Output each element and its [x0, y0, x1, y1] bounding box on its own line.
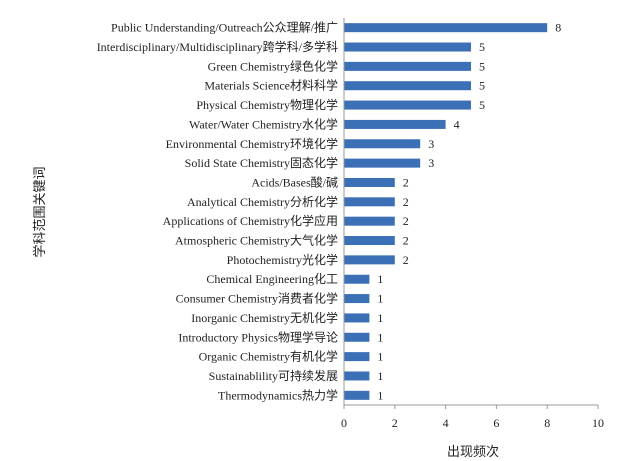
value-label-1: 5	[479, 40, 485, 54]
value-label-17: 1	[377, 350, 383, 364]
category-label-17: Organic Chemistry有机化学	[199, 349, 338, 364]
value-label-11: 2	[403, 234, 409, 248]
category-label-2: Green Chemistry绿色化学	[208, 58, 338, 73]
axes-group	[343, 18, 598, 406]
category-label-16: Introductory Physics物理学导论	[178, 329, 338, 344]
value-label-9: 2	[403, 195, 409, 209]
value-label-4: 5	[479, 98, 485, 112]
category-label-12: Photochemistry光化学	[227, 252, 338, 267]
value-label-3: 5	[479, 79, 485, 93]
bar-16	[344, 332, 370, 342]
x-tick-labels-group: 0 2 4 6 8 10	[341, 405, 604, 430]
category-labels-group: Public Understanding/Outreach公众理解/推广 Inte…	[97, 21, 338, 403]
category-label-3: Materials Science材料科学	[204, 78, 338, 93]
bar-11	[344, 236, 395, 246]
value-labels-group: 8 5 5 5 5 4 3 3 2 2 2 2 2 1 1 1 1 1 1 1	[377, 21, 561, 403]
bars-group	[344, 23, 548, 400]
bar-5	[344, 119, 446, 129]
bar-4	[344, 100, 471, 110]
x-tick-label-0: 0	[341, 416, 347, 430]
value-label-13: 1	[377, 272, 383, 286]
category-label-15: Inorganic Chemistry无机化学	[191, 310, 338, 325]
bar-18	[344, 371, 370, 381]
bar-10	[344, 216, 395, 226]
value-label-5: 4	[454, 117, 460, 131]
value-label-6: 3	[428, 137, 434, 151]
bar-9	[344, 197, 395, 207]
bar-0	[344, 23, 548, 33]
value-label-18: 1	[377, 369, 383, 383]
bar-17	[344, 352, 370, 362]
x-axis-title: 出现频次	[447, 444, 499, 459]
x-tick-label-4: 8	[544, 416, 550, 430]
y-axis-title: 学科范围关键词	[32, 166, 47, 257]
category-label-14: Consumer Chemistry消费者化学	[176, 291, 338, 306]
value-label-12: 2	[403, 253, 409, 267]
value-label-8: 2	[403, 175, 409, 189]
category-label-10: Applications of Chemistry化学应用	[163, 213, 338, 228]
bar-7	[344, 158, 421, 168]
bar-13	[344, 274, 370, 284]
bar-15	[344, 313, 370, 323]
value-label-10: 2	[403, 214, 409, 228]
bar-8	[344, 177, 395, 187]
value-label-19: 1	[377, 388, 383, 402]
category-label-9: Analytical Chemistry分析化学	[187, 194, 338, 209]
category-label-18: Sustainablility可持续发展	[209, 368, 338, 383]
category-label-0: Public Understanding/Outreach公众理解/推广	[111, 21, 338, 35]
value-label-2: 5	[479, 59, 485, 73]
bar-6	[344, 139, 421, 149]
bar-19	[344, 390, 370, 400]
x-tick-label-1: 2	[392, 416, 398, 430]
bar-12	[344, 255, 395, 265]
value-label-16: 1	[377, 330, 383, 344]
x-tick-label-2: 4	[443, 416, 449, 430]
category-label-7: Solid State Chemistry固态化学	[185, 155, 338, 170]
bar-1	[344, 42, 471, 52]
bar-3	[344, 81, 471, 91]
bar-14	[344, 294, 370, 304]
bar-2	[344, 61, 471, 71]
category-label-4: Physical Chemistry物理化学	[196, 97, 338, 112]
value-label-7: 3	[428, 156, 434, 170]
category-label-6: Environmental Chemistry环境化学	[166, 136, 338, 151]
category-label-5: Water/Water Chemistry水化学	[189, 116, 338, 131]
category-label-1: Interdisciplinary/Multidisciplinary跨学科/多…	[97, 39, 338, 54]
value-label-15: 1	[377, 311, 383, 325]
x-tick-label-5: 10	[592, 416, 604, 430]
category-label-11: Atmospheric Chemistry大气化学	[175, 233, 338, 248]
category-label-19: Thermodynamics热力学	[218, 387, 338, 402]
x-tick-label-3: 6	[493, 416, 499, 430]
category-label-13: Chemical Engineering化工	[206, 272, 338, 286]
category-label-8: Acids/Bases酸/碱	[251, 174, 338, 189]
value-label-0: 8	[555, 21, 561, 35]
value-label-14: 1	[377, 292, 383, 306]
